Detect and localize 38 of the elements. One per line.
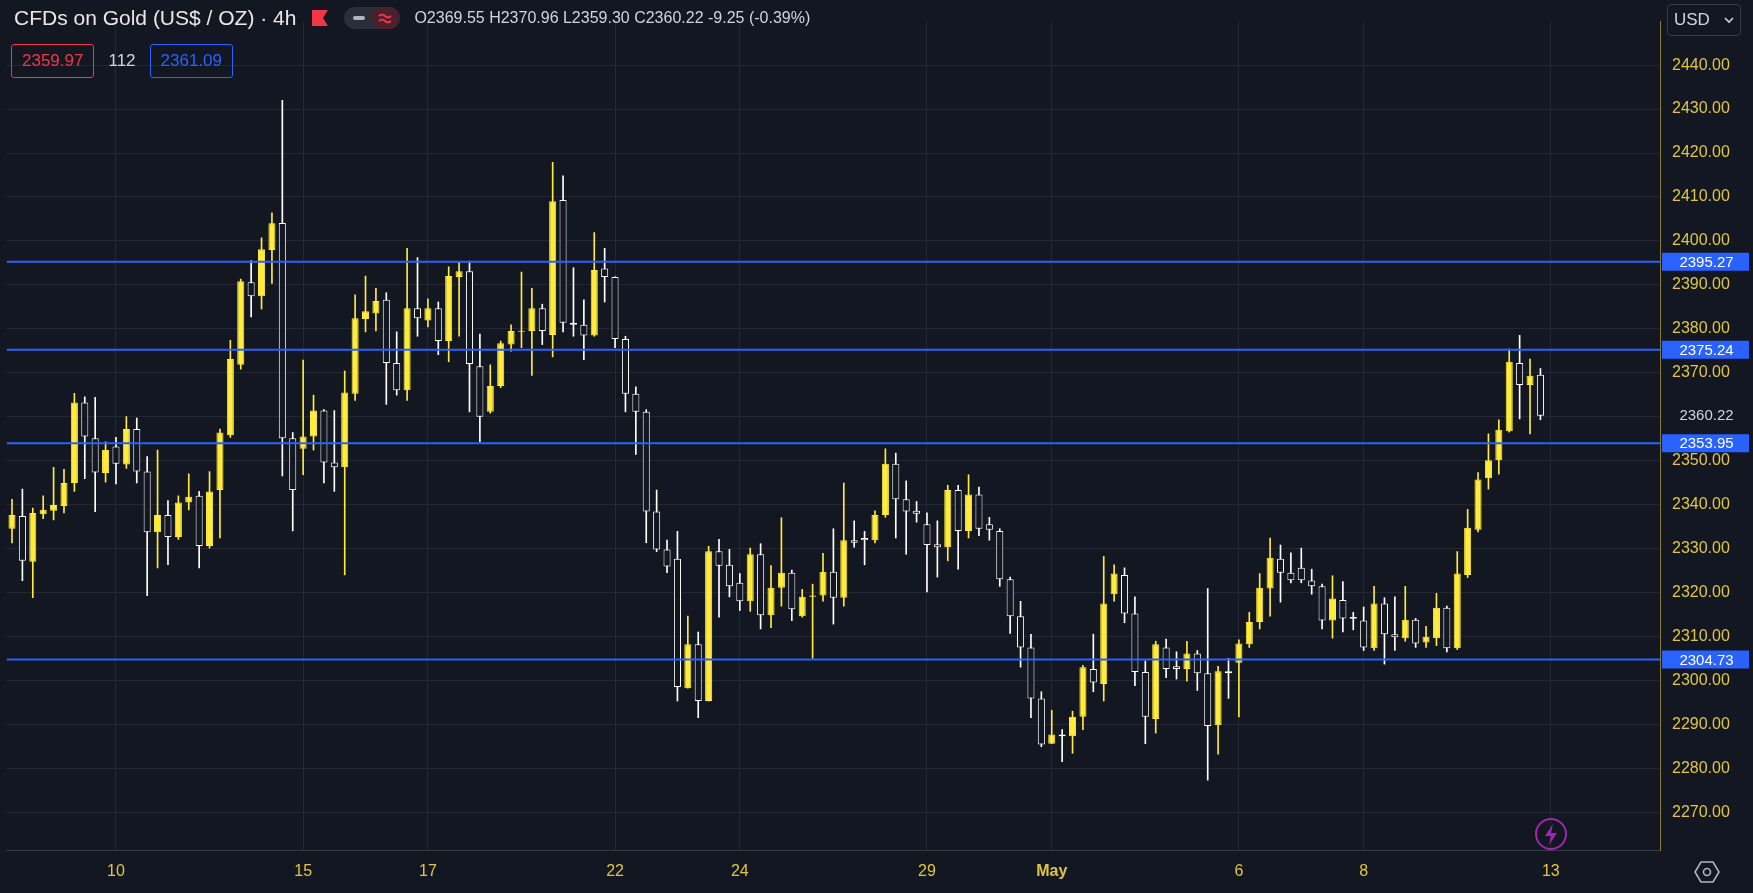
x-tick-label: 17 — [419, 862, 437, 880]
y-tick-label: 2430.00 — [1672, 99, 1730, 117]
y-tick-label: 2410.00 — [1672, 187, 1730, 205]
ref-line-label: 2304.73 — [1679, 650, 1734, 668]
y-tick-label: 2340.00 — [1672, 494, 1730, 512]
annotation: 2359.97 — [11, 44, 95, 78]
x-tick-label: 10 — [107, 862, 125, 880]
x-tick-label: 24 — [730, 862, 749, 880]
y-tick-label: 2380.00 — [1672, 319, 1730, 337]
x-tick-label: 22 — [606, 862, 625, 880]
x-tick-label: 13 — [1541, 862, 1560, 880]
y-tick-label: 2320.00 — [1672, 582, 1730, 600]
y-tick-label: 2330.00 — [1672, 538, 1730, 556]
ref-line-label: 2395.27 — [1679, 252, 1734, 270]
ref-line-label: 2353.95 — [1679, 434, 1734, 452]
y-tick-label: 2280.00 — [1672, 758, 1730, 776]
y-tick-label: 2310.00 — [1672, 626, 1730, 644]
y-tick-label: 2300.00 — [1672, 670, 1730, 688]
annotation: 2361.09 — [149, 44, 234, 78]
chart-title: CFDs on Gold (US$ / OZ) · 4h — [14, 6, 297, 30]
x-tick-label: 6 — [1234, 862, 1244, 880]
x-tick-label: May — [1036, 862, 1068, 880]
y-tick-label: 2440.00 — [1672, 55, 1730, 73]
chart-subtitle: O2369.55 H2370.96 L2359.30 C2360.22 -9.25 (-0.39%) — [414, 9, 811, 27]
text: USD — [1674, 10, 1710, 30]
y-tick-label: 2370.00 — [1672, 363, 1730, 381]
y-tick-label: 2350.00 — [1672, 451, 1730, 469]
x-tick-label: 15 — [294, 862, 313, 880]
y-tick-label: 2420.00 — [1672, 143, 1730, 161]
x-tick-label: 29 — [918, 862, 936, 880]
y-tick-label: 2390.00 — [1672, 275, 1730, 293]
x-tick-label: 8 — [1359, 862, 1369, 880]
annotation: 112 — [107, 50, 137, 72]
ref-line-label: 2375.24 — [1679, 340, 1734, 358]
y-tick-label: 2400.00 — [1672, 231, 1730, 249]
y-tick-label: 2270.00 — [1672, 802, 1730, 820]
y-tick-label: 2290.00 — [1672, 714, 1730, 732]
text: 2360.22 — [1679, 405, 1734, 423]
